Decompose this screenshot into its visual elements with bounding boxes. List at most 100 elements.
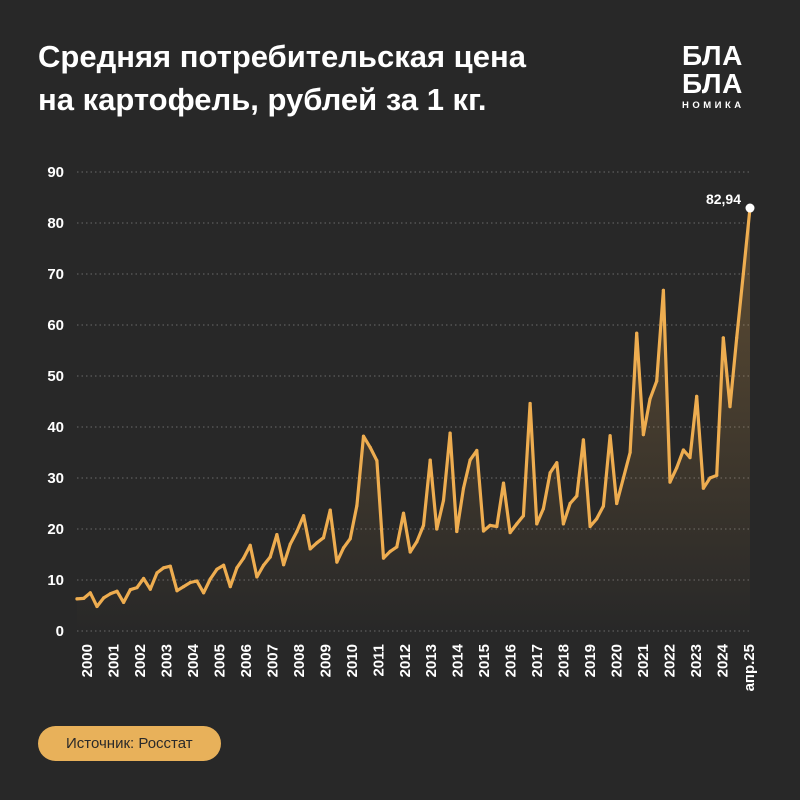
data-point (182, 585, 186, 589)
data-point (82, 596, 86, 601)
data-point (215, 567, 219, 571)
x-tick-label: 2011 (370, 644, 387, 677)
data-point (395, 545, 399, 549)
y-tick-label: 40 (47, 419, 64, 436)
y-tick-label: 90 (47, 164, 64, 181)
data-point (481, 529, 486, 533)
data-point (568, 501, 572, 506)
x-tick-label: 2009 (317, 644, 334, 677)
data-point (728, 405, 732, 409)
data-point (268, 555, 272, 559)
x-tick-label: 2017 (529, 644, 546, 677)
data-point (435, 527, 439, 531)
y-tick-label: 70 (47, 266, 64, 283)
data-point (661, 288, 666, 292)
data-point (195, 579, 199, 583)
title-line-2: на картофель, рублей за 1 кг. (38, 81, 487, 117)
data-point (488, 523, 492, 528)
data-point (341, 546, 346, 550)
series-area (77, 208, 750, 631)
data-point (588, 524, 592, 529)
data-point (695, 394, 699, 398)
data-point (641, 433, 646, 437)
x-tick-label: 2019 (582, 644, 599, 677)
data-point (335, 560, 339, 564)
y-tick-label: 20 (47, 521, 64, 538)
x-tick-label: 2013 (423, 644, 440, 677)
data-point (495, 524, 499, 529)
x-tick-label: 2008 (291, 644, 308, 677)
logo-line-3: НОМИКА (682, 100, 745, 111)
data-point (135, 586, 139, 590)
data-point (255, 575, 259, 579)
data-point (175, 589, 179, 593)
last-point-label: 82,94 (706, 191, 741, 207)
data-point (108, 592, 112, 596)
y-tick-label: 80 (47, 215, 64, 232)
data-point (202, 591, 206, 595)
data-point (321, 536, 326, 540)
data-point (595, 517, 599, 521)
data-point (162, 566, 166, 570)
x-tick-label: 2014 (450, 643, 467, 677)
data-point (448, 431, 452, 435)
x-tick-label: 2023 (688, 644, 705, 677)
data-point (675, 466, 679, 470)
data-point (535, 522, 539, 526)
x-axis: 2000 2001 2002 2003 2004 2005 2006 2007 2008 2009… (79, 643, 758, 691)
data-point (655, 379, 659, 383)
y-axis: 0 10 20 30 40 50 60 70 80 90 (47, 164, 64, 640)
source-badge: Источник: Росстат (38, 726, 221, 761)
data-point (115, 589, 119, 593)
x-tick-label: 2021 (635, 644, 652, 677)
data-point (295, 529, 299, 534)
data-point (288, 542, 292, 546)
data-point (275, 533, 279, 537)
data-point (581, 438, 586, 442)
data-point (102, 596, 106, 600)
data-point (708, 476, 712, 480)
data-point (308, 547, 312, 551)
data-point (228, 585, 232, 589)
data-point (242, 556, 246, 560)
chart-title: Средняя потребительская цена на картофел… (38, 36, 658, 122)
data-point (348, 537, 352, 541)
data-point (302, 514, 306, 518)
data-point (681, 448, 686, 452)
data-point (475, 448, 479, 453)
y-tick-label: 60 (47, 317, 64, 334)
x-tick-label: 2006 (238, 644, 255, 677)
x-tick-label: 2010 (344, 644, 361, 677)
data-point (501, 481, 506, 485)
data-point (222, 563, 226, 567)
data-point (122, 600, 126, 605)
data-point (128, 588, 132, 592)
data-point (508, 531, 512, 535)
data-point (628, 450, 632, 455)
data-point (315, 541, 319, 545)
data-point (555, 461, 559, 465)
data-point (441, 498, 446, 502)
data-point (701, 486, 706, 490)
x-tick-label: 2004 (185, 643, 202, 677)
x-tick-label: 2001 (105, 644, 122, 677)
data-point (608, 434, 612, 438)
data-point (361, 434, 366, 438)
brand-logo: БЛА БЛА НОМИКА (682, 40, 772, 112)
x-tick-label: 2022 (662, 644, 679, 677)
data-point (528, 401, 532, 406)
data-point (468, 458, 472, 462)
data-point (142, 576, 146, 581)
data-point (635, 331, 639, 335)
data-point (375, 459, 379, 463)
data-point (262, 563, 266, 567)
x-tick-label: 2007 (264, 644, 281, 677)
logo-line-1: БЛА (682, 40, 743, 71)
data-point (721, 336, 725, 340)
y-tick-label: 10 (47, 572, 64, 589)
data-point (455, 529, 459, 534)
data-point (428, 458, 432, 462)
x-tick-label: апр.25 (741, 644, 758, 691)
data-point (615, 501, 619, 506)
